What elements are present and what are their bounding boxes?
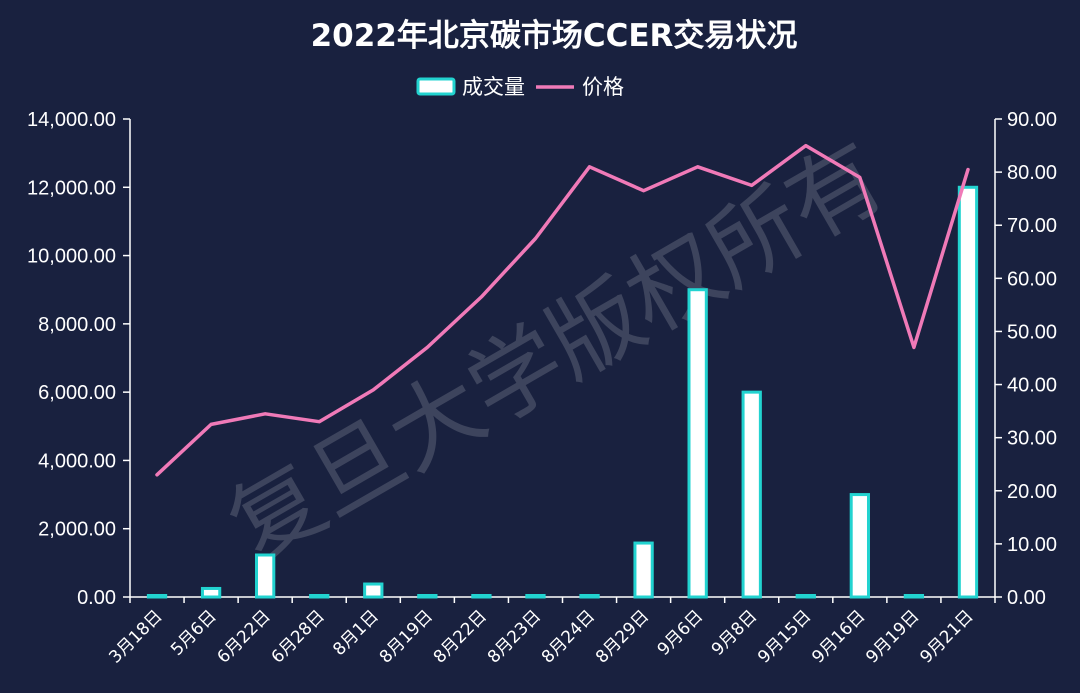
- watermark: 复旦大学版权所有: [211, 122, 902, 583]
- legend-label-price: 价格: [582, 75, 624, 99]
- legend-swatch-volume: [416, 77, 456, 96]
- chart-title: 2022年北京碳市场CCER交易状况: [311, 18, 798, 54]
- watermark-text: 复旦大学版权所有: [211, 122, 902, 583]
- x-tick-label: 8月19日: [376, 606, 437, 667]
- x-tick-label: 8月1日: [329, 606, 382, 659]
- price-line-group: [155, 143, 970, 477]
- x-tick-label: 8月23日: [484, 606, 545, 667]
- volume-bar: [633, 541, 654, 599]
- volume-bar: [579, 594, 600, 599]
- x-tick-label: 9月6日: [654, 606, 707, 659]
- y-left-tick-label: 8,000.00: [38, 314, 116, 336]
- x-tick-label: 8月24日: [538, 606, 599, 667]
- volume-bar: [849, 493, 870, 599]
- volume-bar: [687, 288, 708, 599]
- y-right-tick-label: 30.00: [1007, 428, 1057, 450]
- volume-bar: [957, 185, 979, 599]
- y-left-tick-label: 2,000.00: [38, 519, 116, 541]
- volume-bar: [525, 594, 546, 599]
- x-tick-label: 8月29日: [592, 606, 653, 667]
- legend-label-volume: 成交量: [462, 75, 525, 99]
- y-right-tick-label: 10.00: [1007, 534, 1057, 556]
- y-right-tick-label: 20.00: [1007, 481, 1057, 503]
- x-tick-label: 3月18日: [105, 606, 166, 667]
- y-left-tick-label: 10,000.00: [27, 246, 116, 268]
- volume-bar: [146, 594, 168, 599]
- y-right-tick-label: 40.00: [1007, 375, 1057, 397]
- y-right-tick-label: 80.00: [1007, 162, 1057, 184]
- x-tick-label: 6月22日: [214, 606, 275, 667]
- volume-bar: [200, 586, 222, 599]
- volume-bar: [255, 553, 276, 599]
- price-line: [155, 143, 970, 477]
- y-right-tick-label: 60.00: [1007, 268, 1057, 290]
- volume-bar: [795, 594, 816, 599]
- y-left-tick-label: 0.00: [77, 587, 116, 609]
- x-tick-label: 9月16日: [808, 606, 869, 667]
- volume-bar: [417, 594, 438, 599]
- x-tick-label: 8月22日: [430, 606, 491, 667]
- volume-bar: [309, 594, 330, 599]
- y-left-tick-label: 12,000.00: [27, 177, 116, 199]
- x-tick-label: 5月6日: [167, 606, 220, 659]
- x-tick-label: 9月15日: [754, 606, 815, 667]
- y-left-tick-label: 14,000.00: [27, 109, 116, 131]
- y-left-tick-label: 6,000.00: [38, 382, 116, 404]
- legend: 成交量 价格: [416, 75, 624, 99]
- x-tick-label: 9月21日: [916, 606, 977, 667]
- x-tick-label: 9月8日: [708, 606, 761, 659]
- y-right-tick-label: 90.00: [1007, 109, 1057, 131]
- volume-bar: [903, 594, 925, 599]
- x-tick-label: 6月28日: [268, 606, 329, 667]
- volume-bar: [363, 582, 384, 599]
- volume-bar: [471, 594, 492, 599]
- y-right-tick-label: 70.00: [1007, 215, 1057, 237]
- y-left-tick-label: 4,000.00: [38, 450, 116, 472]
- y-right-tick-label: 50.00: [1007, 321, 1057, 343]
- volume-bars: [146, 185, 979, 599]
- volume-bar: [741, 390, 762, 599]
- y-right-tick-label: 0.00: [1007, 587, 1046, 609]
- x-tick-label: 9月19日: [862, 606, 923, 667]
